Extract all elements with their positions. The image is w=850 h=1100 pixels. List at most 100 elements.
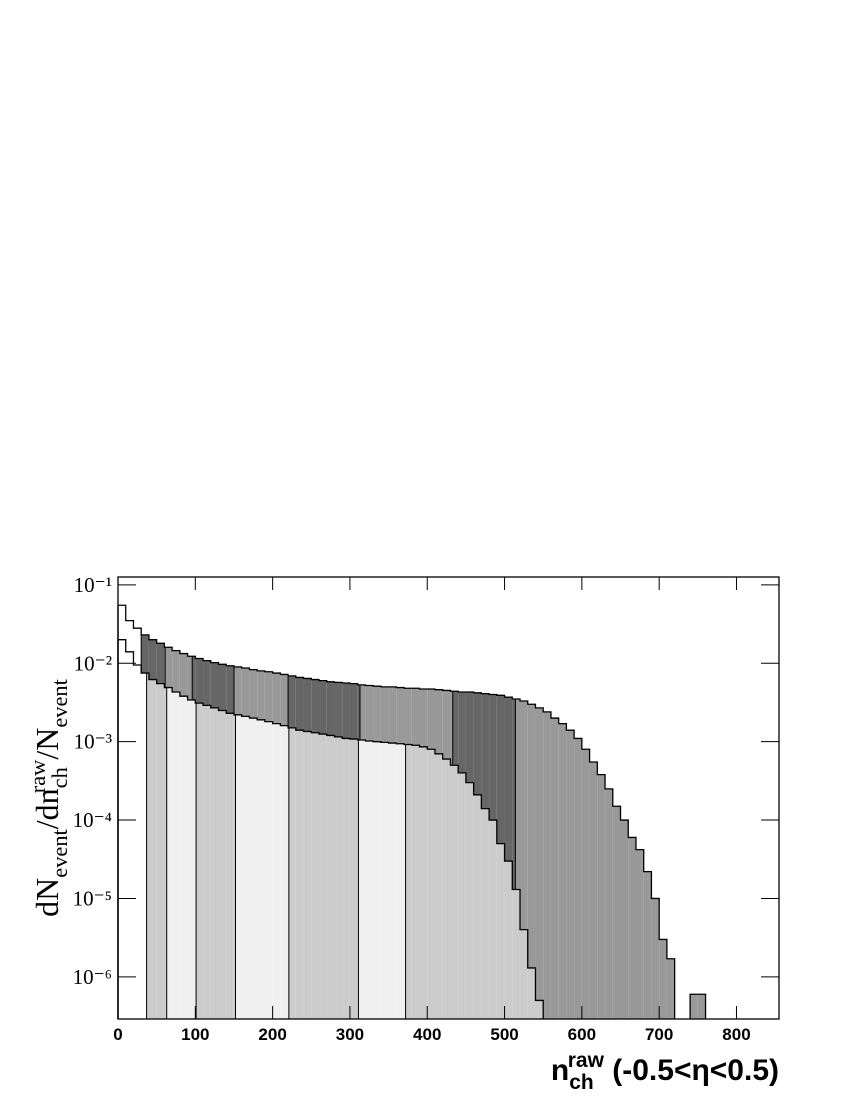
bar-segment: [527, 967, 536, 1019]
bar-segment: [512, 699, 516, 890]
bar-segment: [249, 669, 258, 719]
bar-segment: [195, 658, 204, 704]
histogram-outline: [117, 639, 544, 1019]
bar-segment: [411, 688, 420, 746]
bar-segment: [388, 686, 397, 744]
bar-segment: [535, 707, 544, 1001]
bar-segment: [365, 740, 374, 1019]
bar-segment: [605, 788, 613, 1019]
bar-segment: [458, 692, 466, 773]
x-tick-label: 500: [490, 1025, 518, 1044]
bar-segment: [241, 716, 250, 1019]
bar-segment: [452, 691, 459, 766]
bar-segment: [690, 994, 698, 1019]
bar-segment: [427, 688, 435, 750]
bar-segment: [659, 939, 667, 1019]
bar-segment: [226, 713, 234, 1019]
bar-segment: [179, 696, 188, 1019]
x-axis-title: nchraw (-0.5<η<0.5): [551, 1049, 779, 1094]
bar-segment: [465, 692, 474, 783]
bar-segment: [141, 634, 149, 674]
bar-segment: [396, 743, 405, 1019]
bar-segment: [404, 688, 412, 745]
y-tick-label: 10⁻⁵: [73, 886, 112, 910]
bar-segment: [612, 806, 621, 1019]
bar-segment: [326, 735, 335, 1019]
bar-segment: [643, 871, 652, 1019]
plot-area: 0 100 200 300 400 500 600 700 800 10⁻⁶ 10⁻⁵ 10⁻⁴ 10⁻…: [73, 573, 780, 1044]
bar-segment: [434, 753, 443, 1019]
x-tick-label: 300: [336, 1025, 364, 1044]
bar-segment: [458, 772, 466, 1019]
bar-segment: [295, 730, 304, 1019]
bar-segment: [164, 687, 167, 1019]
bar-segment: [489, 694, 497, 821]
bar-segment: [535, 1000, 544, 1019]
bar-segment: [635, 849, 644, 1019]
bar-segment: [235, 714, 242, 1019]
bar-segment: [442, 759, 451, 1019]
y-tick-label: 10⁻¹: [74, 573, 112, 597]
bar-segment: [512, 889, 521, 1019]
bar-segment: [303, 678, 312, 732]
bar-segment: [473, 794, 482, 1019]
x-tick-label: 0: [113, 1025, 122, 1044]
bar-segment: [295, 677, 304, 731]
x-tick-label: 100: [181, 1025, 209, 1044]
x-tick-label: 700: [645, 1025, 673, 1044]
bar-segment: [303, 731, 312, 1019]
bar-segment: [226, 665, 234, 714]
bar-segment: [187, 656, 193, 700]
bar-segment: [148, 679, 157, 1019]
bar-segment: [359, 684, 366, 741]
bar-segment: [166, 687, 173, 1019]
bar-segment: [411, 745, 420, 1019]
bar-segment: [280, 674, 289, 726]
bar-segment: [496, 843, 505, 1019]
frame: [117, 576, 780, 1020]
bar-segment: [272, 673, 281, 724]
bar-segment: [241, 668, 250, 717]
bar-segment: [272, 723, 281, 1019]
bar-segment: [249, 718, 258, 1019]
bar-segment: [233, 666, 242, 715]
bar-segment: [311, 732, 320, 1019]
bar-segment: [172, 692, 180, 1019]
bar-segment: [388, 743, 397, 1019]
bar-segment: [666, 958, 675, 1019]
bar-segment: [342, 738, 350, 1019]
bar-segment: [520, 929, 528, 1019]
bar-segment: [515, 699, 521, 890]
bar-segment: [442, 690, 451, 760]
bar-segment: [697, 994, 706, 1019]
bar-segment: [218, 710, 227, 1019]
bar-segment: [405, 744, 412, 1019]
bar-segment: [373, 741, 381, 1019]
bar-segment: [419, 688, 428, 747]
bar-segment: [620, 820, 629, 1019]
bar-segment: [404, 744, 406, 1019]
bar-segment: [349, 739, 358, 1019]
bar-segment: [504, 861, 513, 1019]
bar-segment: [489, 820, 497, 1019]
bar-segment: [311, 679, 320, 733]
bar-segment: [434, 689, 443, 754]
bar-segment: [357, 684, 360, 741]
histogram-outline: [117, 604, 707, 1019]
bar-segment: [589, 762, 598, 1019]
bar-segment: [257, 719, 265, 1019]
bar-segment: [450, 765, 459, 1019]
bar-segment: [396, 687, 405, 744]
bar-segment: [196, 703, 204, 1019]
x-tick-label: 200: [258, 1025, 286, 1044]
bar-segment: [288, 727, 296, 1019]
bar-segment: [349, 683, 358, 740]
bar-segment: [148, 639, 157, 680]
y-tick-label: 10⁻³: [74, 730, 112, 754]
bar-segment: [210, 707, 219, 1019]
bar-segment: [465, 782, 474, 1019]
bar-segment: [380, 742, 389, 1019]
bar-segment: [203, 660, 211, 706]
bar-segment: [187, 699, 196, 1019]
